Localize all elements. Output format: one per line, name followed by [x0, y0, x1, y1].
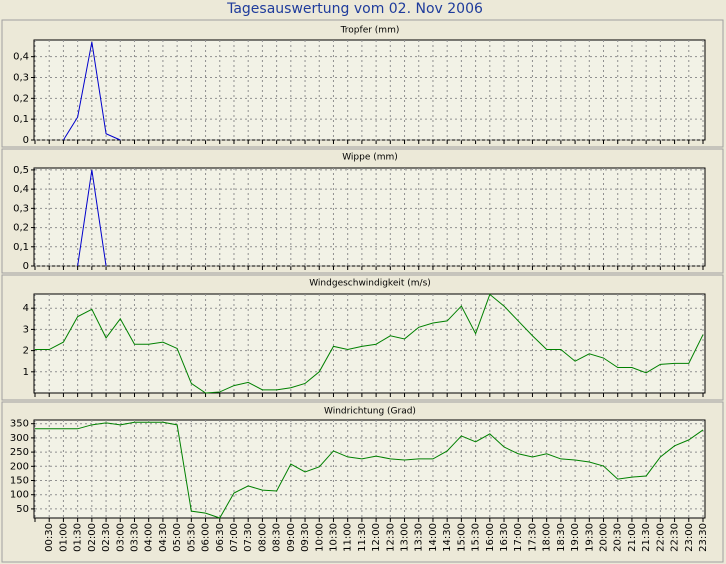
y-tick-label: 0: [23, 261, 29, 272]
page-title: Tagesauswertung vom 02. Nov 2006: [226, 1, 483, 17]
x-tick-label: 07:00: [229, 523, 240, 552]
x-tick-label: 11:00: [343, 523, 354, 552]
data-line: [35, 421, 704, 519]
x-tick-label: 06:00: [201, 523, 212, 552]
y-tick-label: 0,2: [13, 93, 29, 104]
x-tick-label: 22:30: [670, 523, 681, 552]
x-tick-label: 20:30: [613, 523, 624, 552]
y-tick-label: 200: [10, 461, 29, 472]
x-tick-label: 22:00: [655, 523, 666, 552]
x-tick-label: 07:30: [243, 523, 254, 552]
x-tick-label: 02:00: [87, 523, 98, 552]
x-tick-label: 14:30: [442, 523, 453, 552]
x-tick-label: 18:30: [556, 523, 567, 552]
data-line: [77, 169, 107, 267]
x-tick-label: 21:00: [627, 523, 638, 552]
y-tick-label: 50: [16, 504, 29, 515]
x-tick-label: 08:30: [272, 523, 283, 552]
y-tick-label: 0,4: [13, 184, 29, 195]
y-tick-label: 0,1: [13, 114, 29, 125]
y-tick-label: 0,1: [13, 242, 29, 253]
x-tick-label: 04:00: [144, 523, 155, 552]
x-tick-label: 13:00: [400, 523, 411, 552]
panel-title: Windrichtung (Grad): [324, 407, 416, 417]
panel-title: Wippe (mm): [342, 153, 398, 163]
y-tick-label: 3: [23, 324, 29, 335]
x-tick-label: 13:30: [414, 523, 425, 552]
x-tick-label: 16:30: [499, 523, 510, 552]
y-tick-label: 300: [10, 433, 29, 444]
x-tick-label: 06:30: [215, 523, 226, 552]
x-tick-label: 19:30: [584, 523, 595, 552]
x-tick-label: 15:30: [471, 523, 482, 552]
x-tick-label: 12:00: [371, 523, 382, 552]
x-tick-label: 01:00: [58, 523, 69, 552]
y-tick-label: 0,3: [13, 203, 29, 214]
data-line: [35, 293, 704, 394]
x-tick-label: 21:30: [641, 523, 652, 552]
plot-area: [33, 419, 706, 519]
x-tick-label: 16:00: [485, 523, 496, 552]
x-tick-label: 09:30: [300, 523, 311, 552]
x-tick-label: 14:00: [428, 523, 439, 552]
plot-area: [33, 167, 706, 267]
x-tick-label: 23:00: [684, 523, 695, 552]
y-tick-label: 2: [23, 346, 29, 357]
y-tick-label: 350: [10, 419, 29, 430]
y-tick-label: 150: [10, 476, 29, 487]
data-line: [63, 41, 121, 141]
y-tick-label: 100: [10, 490, 29, 501]
y-tick-label: 1: [23, 367, 29, 378]
x-tick-label: 10:00: [314, 523, 325, 552]
panel-frame: [1, 19, 724, 148]
x-tick-label: 08:00: [257, 523, 268, 552]
x-tick-label: 19:00: [570, 523, 581, 552]
x-tick-label: 17:00: [513, 523, 524, 552]
x-tick-label: 04:30: [158, 523, 169, 552]
panel-title: Tropfer (mm): [340, 26, 400, 36]
x-tick-label: 03:00: [115, 523, 126, 552]
y-tick-label: 0,5: [13, 165, 29, 176]
y-tick-label: 0,2: [13, 223, 29, 234]
x-tick-label: 02:30: [101, 523, 112, 552]
x-tick-label: 17:30: [527, 523, 538, 552]
y-tick-label: 4: [23, 303, 29, 314]
x-tick-label: 09:00: [286, 523, 297, 552]
x-tick-label: 11:30: [357, 523, 368, 552]
x-tick-label: 23:30: [698, 523, 709, 552]
x-tick-label: 00:30: [44, 523, 55, 552]
x-tick-label: 05:00: [172, 523, 183, 552]
x-tick-label: 20:00: [599, 523, 610, 552]
panel-frame: [1, 401, 724, 563]
y-tick-label: 0,4: [13, 52, 29, 63]
panel-title: Windgeschwindigkeit (m/s): [309, 279, 431, 289]
y-tick-label: 250: [10, 447, 29, 458]
x-tick-label: 03:30: [129, 523, 140, 552]
x-tick-label: 05:30: [186, 523, 197, 552]
plot-area: [33, 293, 706, 394]
x-tick-label: 15:00: [456, 523, 467, 552]
x-tick-label: 18:00: [542, 523, 553, 552]
x-tick-label: 10:30: [328, 523, 339, 552]
y-tick-label: 0: [23, 135, 29, 146]
y-tick-label: 0,3: [13, 73, 29, 84]
panel-frame: [1, 274, 724, 401]
x-tick-label: 01:30: [73, 523, 84, 552]
x-tick-label: 12:30: [385, 523, 396, 552]
panel-frame: [1, 148, 724, 274]
